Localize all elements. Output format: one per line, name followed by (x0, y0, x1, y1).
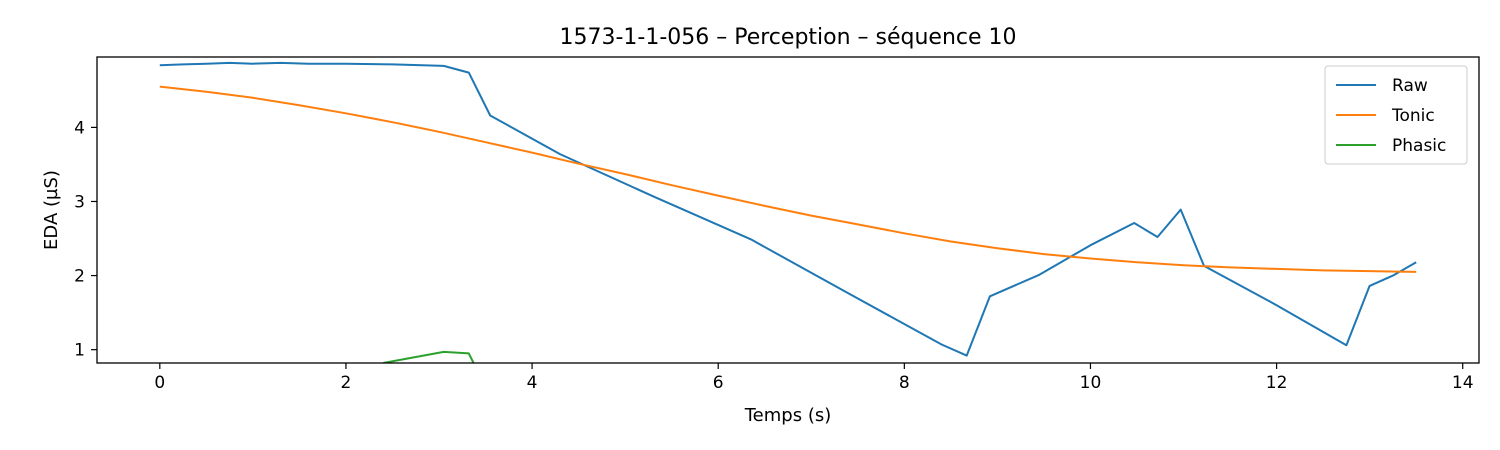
y-axis: 1 2 3 4 (74, 118, 97, 361)
y-axis-label: EDA (µS) (41, 170, 62, 250)
legend-label-phasic: Phasic (1392, 136, 1446, 156)
y-tick-label: 1 (74, 341, 85, 361)
legend-label-raw: Raw (1392, 76, 1428, 96)
plot-frame (96, 56, 1480, 364)
legend-label-tonic: Tonic (1391, 106, 1435, 126)
x-tick-label: 4 (527, 373, 538, 393)
x-tick-label: 6 (713, 373, 724, 393)
chart-title: 1573-1-1-056 – Perception – séquence 10 (559, 25, 1016, 50)
y-tick-label: 4 (74, 118, 85, 138)
x-tick-label: 0 (154, 373, 165, 393)
x-tick-label: 14 (1452, 373, 1474, 393)
series-line-phasic (383, 350, 475, 363)
x-tick-label: 10 (1080, 373, 1102, 393)
x-tick-label: 12 (1266, 373, 1288, 393)
x-axis: 0 2 4 6 8 10 12 14 (154, 363, 1474, 393)
x-tick-label: 8 (899, 373, 910, 393)
y-tick-label: 3 (74, 192, 85, 212)
series-layer (159, 61, 1417, 363)
series-line-raw (159, 61, 1417, 357)
legend-box (1324, 65, 1468, 165)
x-axis-label: Temps (s) (744, 405, 832, 426)
x-tick-label: 2 (341, 373, 352, 393)
legend: Raw Tonic Phasic (1324, 65, 1468, 165)
series-line-tonic (159, 85, 1417, 273)
y-tick-label: 2 (74, 267, 85, 287)
